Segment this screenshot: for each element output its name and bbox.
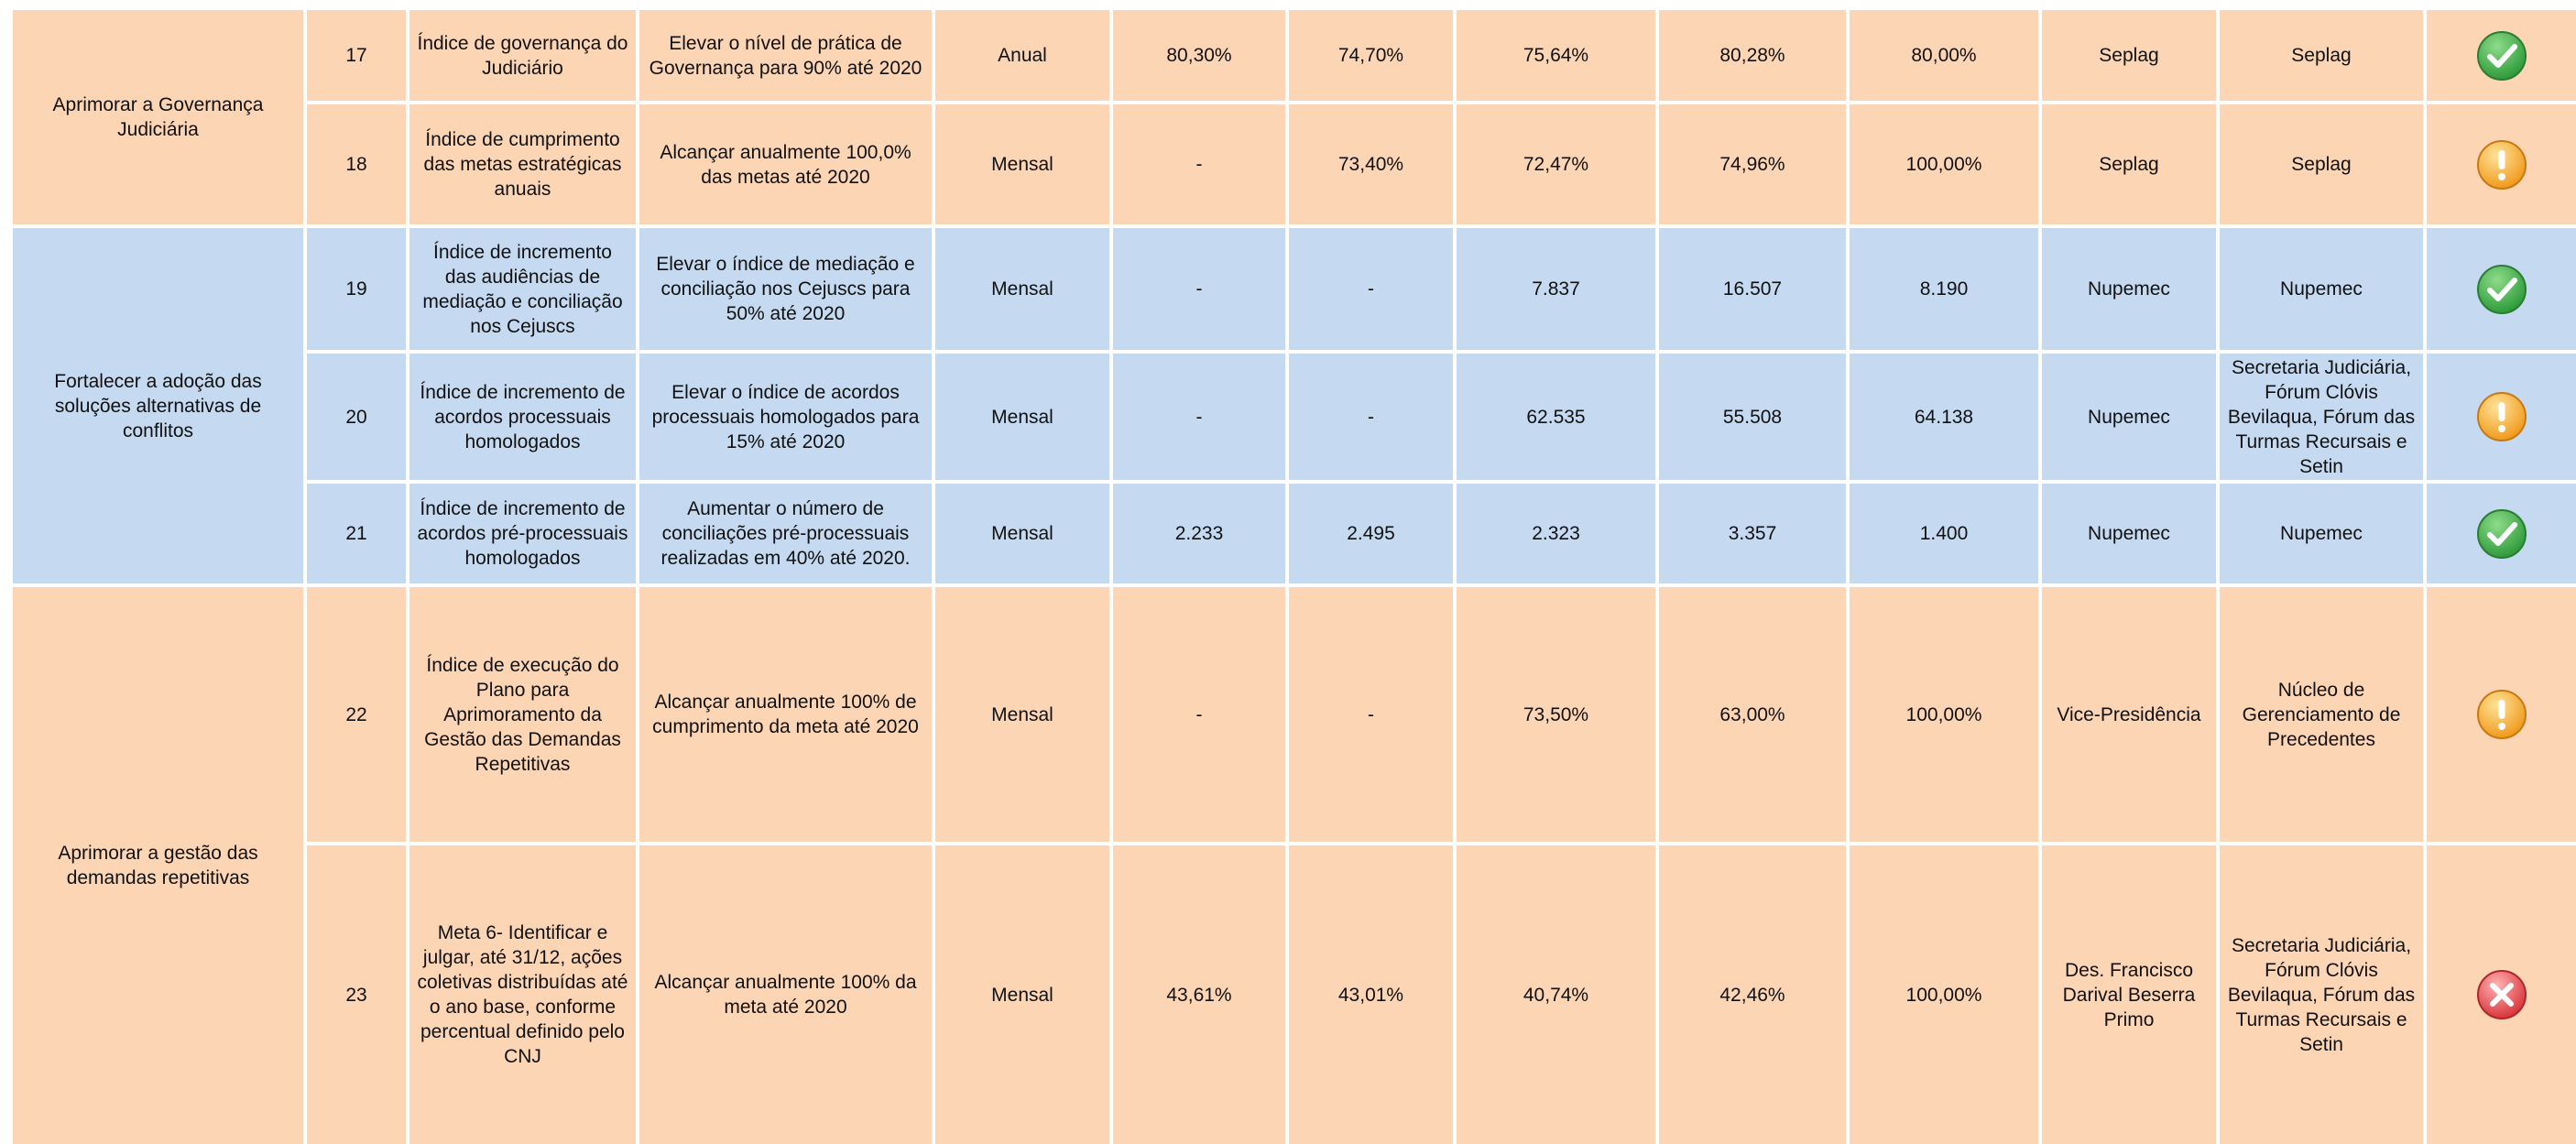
cell: Secretaria Judiciária, Fórum Clóvis Bevi…	[2220, 354, 2423, 480]
cell: 62.535	[1457, 354, 1655, 480]
cell: Índice de governança do Judiciário	[409, 10, 636, 101]
cell: 43,01%	[1289, 845, 1453, 1144]
cell: Anual	[935, 10, 1109, 101]
cell: Mensal	[935, 587, 1109, 842]
cell: Alcançar anualmente 100,0% das metas até…	[639, 104, 932, 224]
cell: 72,47%	[1457, 104, 1655, 224]
cell: Seplag	[2220, 104, 2423, 224]
cell: 1.400	[1850, 484, 2038, 583]
status-ok	[2475, 507, 2528, 561]
cell: 22	[307, 587, 406, 842]
cell: Meta 6- Identificar e julgar, até 31/12,…	[409, 845, 636, 1144]
status-warning	[2475, 390, 2528, 443]
cell: 7.837	[1457, 228, 1655, 350]
cell: Mensal	[935, 484, 1109, 583]
cell: 80,30%	[1113, 10, 1285, 101]
cell: Nupemec	[2042, 354, 2216, 480]
cell: Mensal	[935, 354, 1109, 480]
cell: Índice de cumprimento das metas estratég…	[409, 104, 636, 224]
cell: Mensal	[935, 104, 1109, 224]
status-warning	[2475, 688, 2528, 741]
status-cell	[2427, 104, 2576, 224]
cell: 55.508	[1659, 354, 1846, 480]
objective: Aprimorar a Governança Judiciária	[13, 10, 303, 224]
cell: 73,50%	[1457, 587, 1655, 842]
cell: Índice de incremento de acordos pré-proc…	[409, 484, 636, 583]
cell: Elevar o índice de acordos processuais h…	[639, 354, 932, 480]
cell: 64.138	[1850, 354, 2038, 480]
status-cell	[2427, 354, 2576, 480]
cell: 20	[307, 354, 406, 480]
status-cell	[2427, 484, 2576, 583]
cell: Mensal	[935, 228, 1109, 350]
cell: Nupemec	[2220, 228, 2423, 350]
cell: 19	[307, 228, 406, 350]
cell: Aumentar o número de conciliações pré-pr…	[639, 484, 932, 583]
cell: -	[1289, 354, 1453, 480]
cell: -	[1113, 104, 1285, 224]
cell: -	[1289, 228, 1453, 350]
cell: -	[1113, 228, 1285, 350]
cell: Mensal	[935, 845, 1109, 1144]
cell: Alcançar anualmente 100% da meta até 202…	[639, 845, 932, 1144]
cell: 100,00%	[1850, 587, 2038, 842]
cell: 74,70%	[1289, 10, 1453, 101]
cell: 2.323	[1457, 484, 1655, 583]
cell: 80,28%	[1659, 10, 1846, 101]
cell: 75,64%	[1457, 10, 1655, 101]
status-warning	[2475, 138, 2528, 191]
cell: 63,00%	[1659, 587, 1846, 842]
cell: Secretaria Judiciária, Fórum Clóvis Bevi…	[2220, 845, 2423, 1144]
status-cell	[2427, 228, 2576, 350]
status-cell	[2427, 587, 2576, 842]
status-cell	[2427, 845, 2576, 1144]
cell: Des. Francisco Darival Beserra Primo	[2042, 845, 2216, 1144]
cell: Nupemec	[2042, 484, 2216, 583]
cell: 42,46%	[1659, 845, 1846, 1144]
cell: 21	[307, 484, 406, 583]
cell: Vice-Presidência	[2042, 587, 2216, 842]
cell: Seplag	[2042, 10, 2216, 101]
cell: 8.190	[1850, 228, 2038, 350]
cell: 100,00%	[1850, 845, 2038, 1144]
cell: -	[1113, 354, 1285, 480]
cell: -	[1113, 587, 1285, 842]
cell: 2.495	[1289, 484, 1453, 583]
objective: Fortalecer a adoção das soluções alterna…	[13, 228, 303, 583]
cell: Elevar o nível de prática de Governança …	[639, 10, 932, 101]
cell: Nupemec	[2042, 228, 2216, 350]
cell: 23	[307, 845, 406, 1144]
cell: Índice de incremento das audiências de m…	[409, 228, 636, 350]
cell: Núcleo de Gerenciamento de Precedentes	[2220, 587, 2423, 842]
cell: Seplag	[2042, 104, 2216, 224]
status-ok	[2475, 29, 2528, 82]
cell: 16.507	[1659, 228, 1846, 350]
cell: Seplag	[2220, 10, 2423, 101]
cell: 17	[307, 10, 406, 101]
cell: Índice de incremento de acordos processu…	[409, 354, 636, 480]
cell: Elevar o índice de mediação e conciliaçã…	[639, 228, 932, 350]
cell: 2.233	[1113, 484, 1285, 583]
cell: 74,96%	[1659, 104, 1846, 224]
status-ok	[2475, 263, 2528, 316]
cell: 3.357	[1659, 484, 1846, 583]
cell: 40,74%	[1457, 845, 1655, 1144]
cell: 73,40%	[1289, 104, 1453, 224]
cell: -	[1289, 587, 1453, 842]
cell: 43,61%	[1113, 845, 1285, 1144]
cell: 80,00%	[1850, 10, 2038, 101]
status-cell	[2427, 10, 2576, 101]
objective: Aprimorar a gestão das demandas repetiti…	[13, 587, 303, 1144]
cell: Índice de execução do Plano para Aprimor…	[409, 587, 636, 842]
cell: Nupemec	[2220, 484, 2423, 583]
cell: 18	[307, 104, 406, 224]
cell: 100,00%	[1850, 104, 2038, 224]
cell: Alcançar anualmente 100% de cumprimento …	[639, 587, 932, 842]
status-fail	[2475, 968, 2528, 1021]
